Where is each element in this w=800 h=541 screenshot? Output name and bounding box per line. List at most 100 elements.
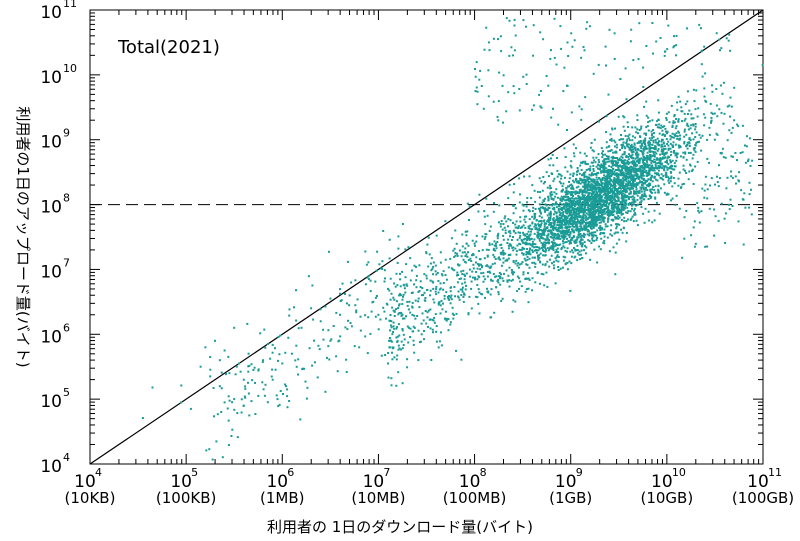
data-point [596,178,599,181]
data-point [501,297,504,300]
data-point [627,177,630,180]
data-point [654,191,657,194]
data-point [670,164,673,167]
data-point [415,279,418,282]
data-point [400,348,403,351]
data-point [566,210,569,213]
data-point [546,236,549,239]
data-point [665,193,668,196]
data-point [504,232,507,234]
data-point [486,275,489,278]
data-point [540,236,543,239]
data-point [460,358,463,361]
data-point [559,267,562,270]
data-point [411,301,414,304]
data-point [608,202,611,205]
data-point [563,66,566,69]
data-point [271,368,274,371]
data-point [584,197,587,200]
data-point [460,255,463,258]
data-point [478,258,481,261]
data-point [510,269,513,271]
data-point [382,306,385,309]
data-point [541,232,544,235]
data-point [636,128,639,131]
data-point [692,124,695,127]
data-point [579,223,582,226]
data-point [400,311,403,314]
data-point [643,167,646,169]
data-point [526,264,529,266]
data-point [634,190,637,193]
data-point [434,290,437,293]
data-point [407,341,410,344]
data-point [548,230,551,233]
data-point [673,121,676,124]
data-point [628,196,631,199]
data-point [496,280,499,283]
data-point [629,184,632,187]
data-point [657,158,660,161]
data-point [631,198,634,201]
data-point [439,304,442,307]
data-point [576,236,579,239]
data-point [552,217,555,220]
data-point [665,159,668,162]
data-point [427,325,429,328]
data-point [620,173,623,176]
data-point [606,196,609,199]
data-point [549,213,552,216]
data-point [672,46,675,49]
data-point [604,182,607,185]
data-point [264,383,267,386]
data-point [431,328,434,331]
data-point [667,163,670,166]
data-point [599,187,602,190]
data-point [252,369,255,371]
data-point [650,166,653,169]
data-point [639,168,642,171]
data-point [729,115,731,118]
data-point [630,179,633,182]
data-point [602,153,605,156]
x-tick-exponent: 10 [672,466,686,479]
data-point [653,209,656,212]
data-point [553,208,556,211]
data-point [559,227,562,230]
data-point [605,185,608,188]
data-point [630,177,633,180]
data-point [660,145,663,148]
data-point [531,222,534,225]
data-point [748,137,751,140]
data-point [475,256,478,259]
data-point [533,225,536,228]
data-point [461,233,464,236]
data-point [528,218,531,221]
data-point [648,150,651,153]
data-point [427,309,430,312]
data-point [348,304,351,307]
data-point [573,214,576,217]
data-point [549,57,552,60]
data-point [618,212,621,214]
data-point [588,185,591,188]
data-point [208,448,211,451]
data-point [563,233,566,236]
data-point [429,318,432,321]
data-point [618,157,621,160]
data-point [507,91,510,94]
data-point [593,138,596,141]
data-point [565,191,568,194]
data-point [483,48,486,51]
data-point [643,198,646,201]
data-point [263,328,266,331]
data-point [580,225,583,228]
data-point [632,181,635,184]
data-point [600,188,603,191]
data-point [651,133,653,136]
data-point [616,161,619,164]
data-point [704,175,707,178]
data-point [650,147,653,149]
data-point [391,306,394,309]
data-point [630,168,632,171]
